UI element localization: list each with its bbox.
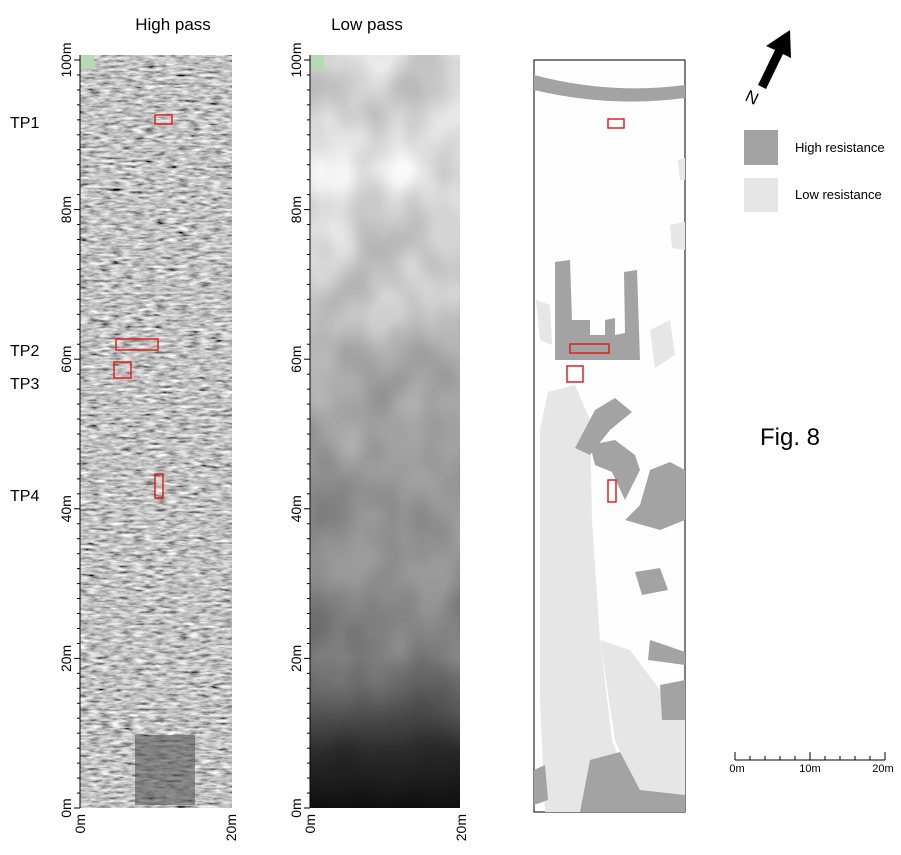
shade bbox=[135, 735, 195, 805]
legend-swatch bbox=[744, 178, 778, 212]
y-tick-label: 60m bbox=[288, 346, 304, 373]
north-arrow: N bbox=[742, 30, 791, 109]
north-label: N bbox=[742, 86, 761, 108]
x-tick-label: 0m bbox=[72, 814, 88, 833]
scale-bar: 0m 10m 20m bbox=[729, 752, 893, 775]
y-tick-label: 80m bbox=[58, 196, 74, 223]
marker bbox=[80, 55, 94, 69]
y-tick-label: 100m bbox=[288, 42, 304, 77]
y-tick-label: 60m bbox=[58, 346, 74, 373]
test-pit-label: TP3 bbox=[10, 376, 39, 393]
y-tick-label: 20m bbox=[288, 645, 304, 672]
panel-title: Low pass bbox=[331, 15, 403, 34]
scale-label: 20m bbox=[872, 763, 893, 775]
legend-label: High resistance bbox=[795, 140, 885, 155]
panel-title: High pass bbox=[135, 15, 211, 34]
high-pass-image bbox=[80, 55, 232, 808]
y-tick-label: 40m bbox=[58, 495, 74, 522]
y-tick-label: 80m bbox=[288, 196, 304, 223]
x-tick-label: 0m bbox=[302, 814, 318, 833]
legend-label: Low resistance bbox=[795, 187, 882, 202]
marker bbox=[310, 55, 324, 69]
y-tick-label: 100m bbox=[58, 42, 74, 77]
test-pit-label: TP4 bbox=[10, 488, 39, 505]
test-pit-label: TP2 bbox=[10, 343, 39, 360]
y-tick-label: 40m bbox=[288, 495, 304, 522]
figure: High pass Low pass TP1 TP2 TP3 TP4 100m 8… bbox=[0, 0, 901, 855]
x-tick-label: 20m bbox=[223, 814, 239, 841]
scale-label: 10m bbox=[799, 763, 820, 775]
figure-label: Fig. 8 bbox=[760, 424, 820, 451]
legend-swatch bbox=[744, 130, 778, 165]
test-pit-label: TP1 bbox=[10, 115, 39, 132]
low-pass-texture bbox=[310, 55, 460, 808]
scale-label: 0m bbox=[729, 763, 744, 775]
y-tick-label: 20m bbox=[58, 645, 74, 672]
x-tick-label: 20m bbox=[453, 814, 469, 841]
